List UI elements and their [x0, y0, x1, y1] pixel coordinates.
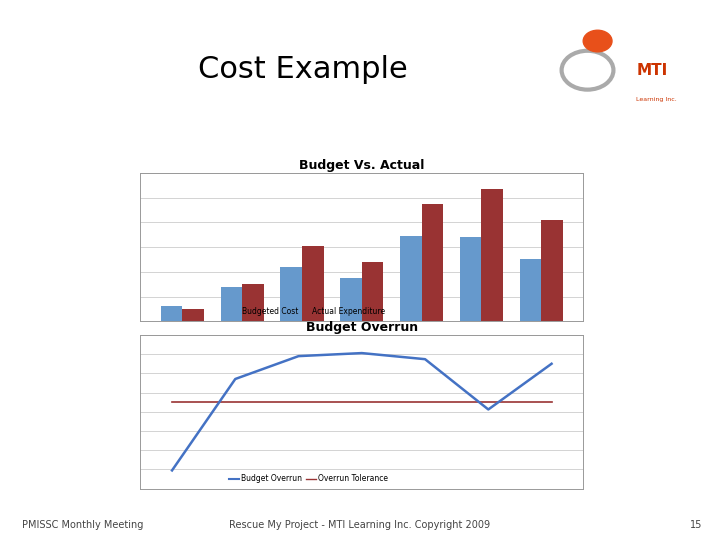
- Bar: [400, 235, 422, 321]
- Bar: [362, 262, 383, 321]
- Text: PMISSC Monthly Meeting: PMISSC Monthly Meeting: [22, 520, 143, 530]
- Bar: [541, 220, 563, 321]
- Legend: Budget Overrun, Overrun Tolerance: Budget Overrun, Overrun Tolerance: [226, 471, 391, 487]
- Bar: [242, 284, 264, 321]
- Bar: [482, 188, 503, 321]
- Bar: [460, 237, 482, 321]
- Bar: [520, 259, 541, 321]
- Bar: [422, 204, 444, 321]
- Text: MTI: MTI: [636, 63, 667, 78]
- Title: Budget Vs. Actual: Budget Vs. Actual: [299, 159, 425, 172]
- Bar: [161, 306, 182, 321]
- Bar: [220, 287, 242, 321]
- Bar: [280, 267, 302, 321]
- Text: 15: 15: [690, 520, 702, 530]
- Text: Learning Inc.: Learning Inc.: [636, 97, 678, 102]
- Title: Budget Overrun: Budget Overrun: [306, 321, 418, 334]
- Legend: Budgeted Cost, Actual Expenditure: Budgeted Cost, Actual Expenditure: [230, 304, 388, 319]
- Bar: [341, 278, 362, 321]
- Circle shape: [583, 30, 612, 52]
- Bar: [182, 309, 204, 321]
- Text: Rescue My Project - MTI Learning Inc. Copyright 2009: Rescue My Project - MTI Learning Inc. Co…: [230, 520, 490, 530]
- Bar: [302, 246, 323, 321]
- Text: Cost Example: Cost Example: [197, 56, 408, 84]
